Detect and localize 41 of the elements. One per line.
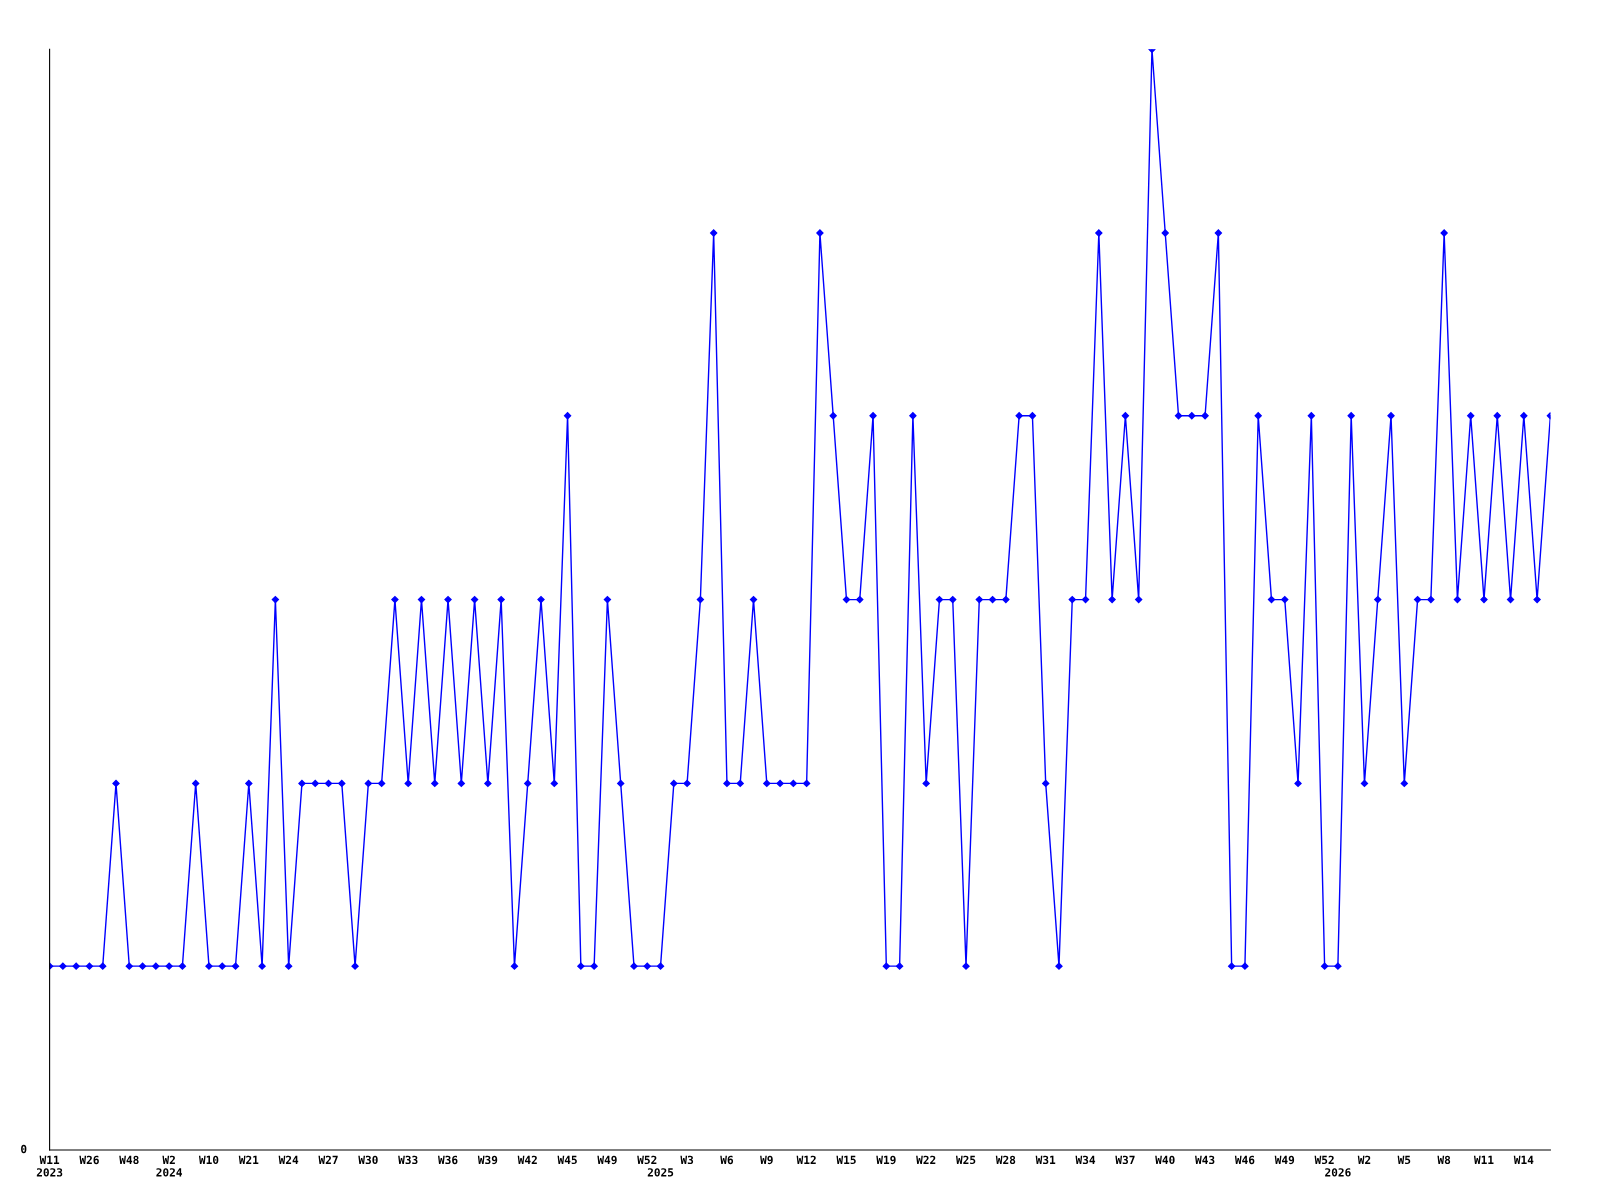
x-tick-label: W8 <box>1437 1155 1451 1165</box>
x-tick-label: 2026 <box>1325 1168 1351 1177</box>
x-tick-label: W5 <box>1397 1155 1411 1165</box>
x-tick-label: W24 <box>278 1155 299 1164</box>
x-tick-label: W14 <box>1513 1155 1534 1164</box>
x-tick-label: W34 <box>1075 1155 1096 1165</box>
x-tick-label: W40 <box>1155 1155 1175 1165</box>
x-tick-label: W46 <box>1234 1155 1255 1165</box>
x-tick-label: W6 <box>720 1155 734 1165</box>
x-tick-label: W22 <box>916 1155 936 1164</box>
x-tick-label: 2025 <box>647 1168 674 1177</box>
x-tick-label: W9 <box>760 1155 773 1165</box>
x-tick-label: W52 <box>637 1155 657 1165</box>
x-tick-label: W36 <box>438 1155 458 1165</box>
x-tick-label: W26 <box>79 1155 99 1165</box>
x-tick-label: W39 <box>477 1155 498 1165</box>
x-tick-label: W11 <box>1473 1155 1494 1164</box>
x-tick-label: W33 <box>398 1155 418 1165</box>
x-tick-label: W48 <box>119 1155 139 1165</box>
x-tick-label: W3 <box>680 1155 694 1165</box>
x-tick-label: W11 2023 <box>36 1155 63 1177</box>
x-tick-label: W45 <box>557 1155 577 1165</box>
x-tick-label: W52 <box>1314 1155 1334 1165</box>
x-tick-label: W21 <box>238 1155 259 1164</box>
x-tick-label: W37 <box>1115 1155 1135 1165</box>
x-tick-label: W42 <box>517 1155 537 1164</box>
x-tick-label: W27 <box>318 1155 338 1164</box>
x-tick-label: W19 <box>876 1155 896 1165</box>
x-tick-label: W2 <box>1357 1155 1371 1164</box>
x-tick-label: W49 <box>1274 1155 1295 1165</box>
x-tick-label: W28 <box>995 1155 1016 1165</box>
x-tick-label: W12 <box>796 1155 816 1164</box>
x-tick-label: W43 <box>1195 1155 1215 1165</box>
x-tick-label: W30 <box>358 1155 378 1165</box>
x-tick-label: W10 <box>198 1155 219 1165</box>
x-tick-label: W25 <box>955 1155 976 1165</box>
text: 0 <box>21 1144 27 1154</box>
x-tick-label: W31 <box>1035 1155 1056 1165</box>
x-tick-label: W2 2024 <box>156 1155 183 1177</box>
x-tick-label: W49 <box>597 1155 617 1165</box>
x-tick-label: W15 <box>836 1155 856 1165</box>
